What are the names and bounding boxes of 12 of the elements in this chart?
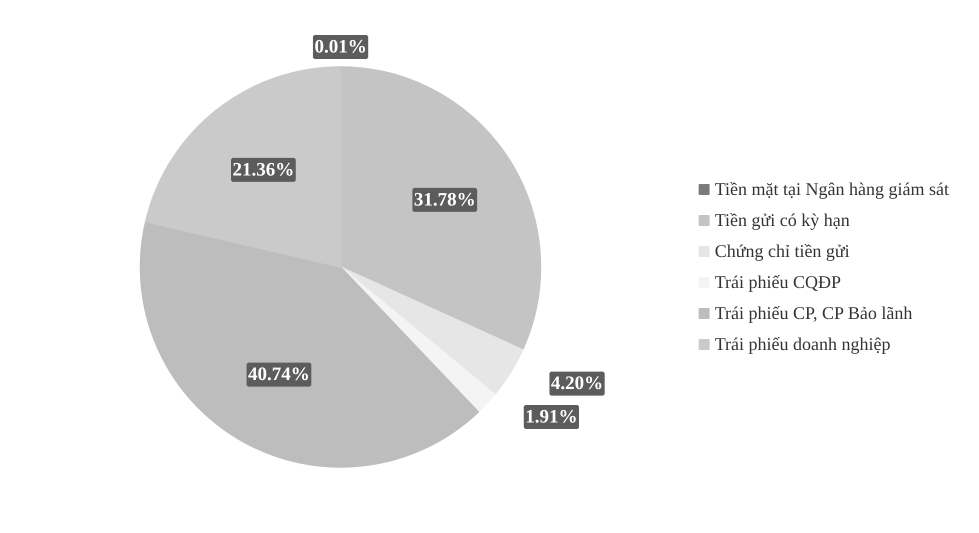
legend-label: Tiền mặt tại Ngân hàng giám sát [714, 178, 949, 200]
data-label: 40.74% [248, 364, 310, 386]
legend-label: Trái phiếu doanh nghiệp [714, 334, 891, 354]
legend-label: Tiền gửi có kỳ hạn [714, 210, 850, 230]
data-label: 0.01% [314, 36, 367, 58]
legend-label: Chứng chỉ tiền gửi [714, 240, 850, 262]
data-label: 1.91% [525, 406, 578, 428]
legend-label: Trái phiếu CP, CP Bảo lãnh [714, 302, 912, 324]
data-label: 31.78% [414, 189, 476, 210]
legend-label: Trái phiếu CQĐP [714, 272, 842, 292]
data-label: 21.36% [232, 159, 294, 180]
data-label: 4.20% [550, 373, 604, 394]
